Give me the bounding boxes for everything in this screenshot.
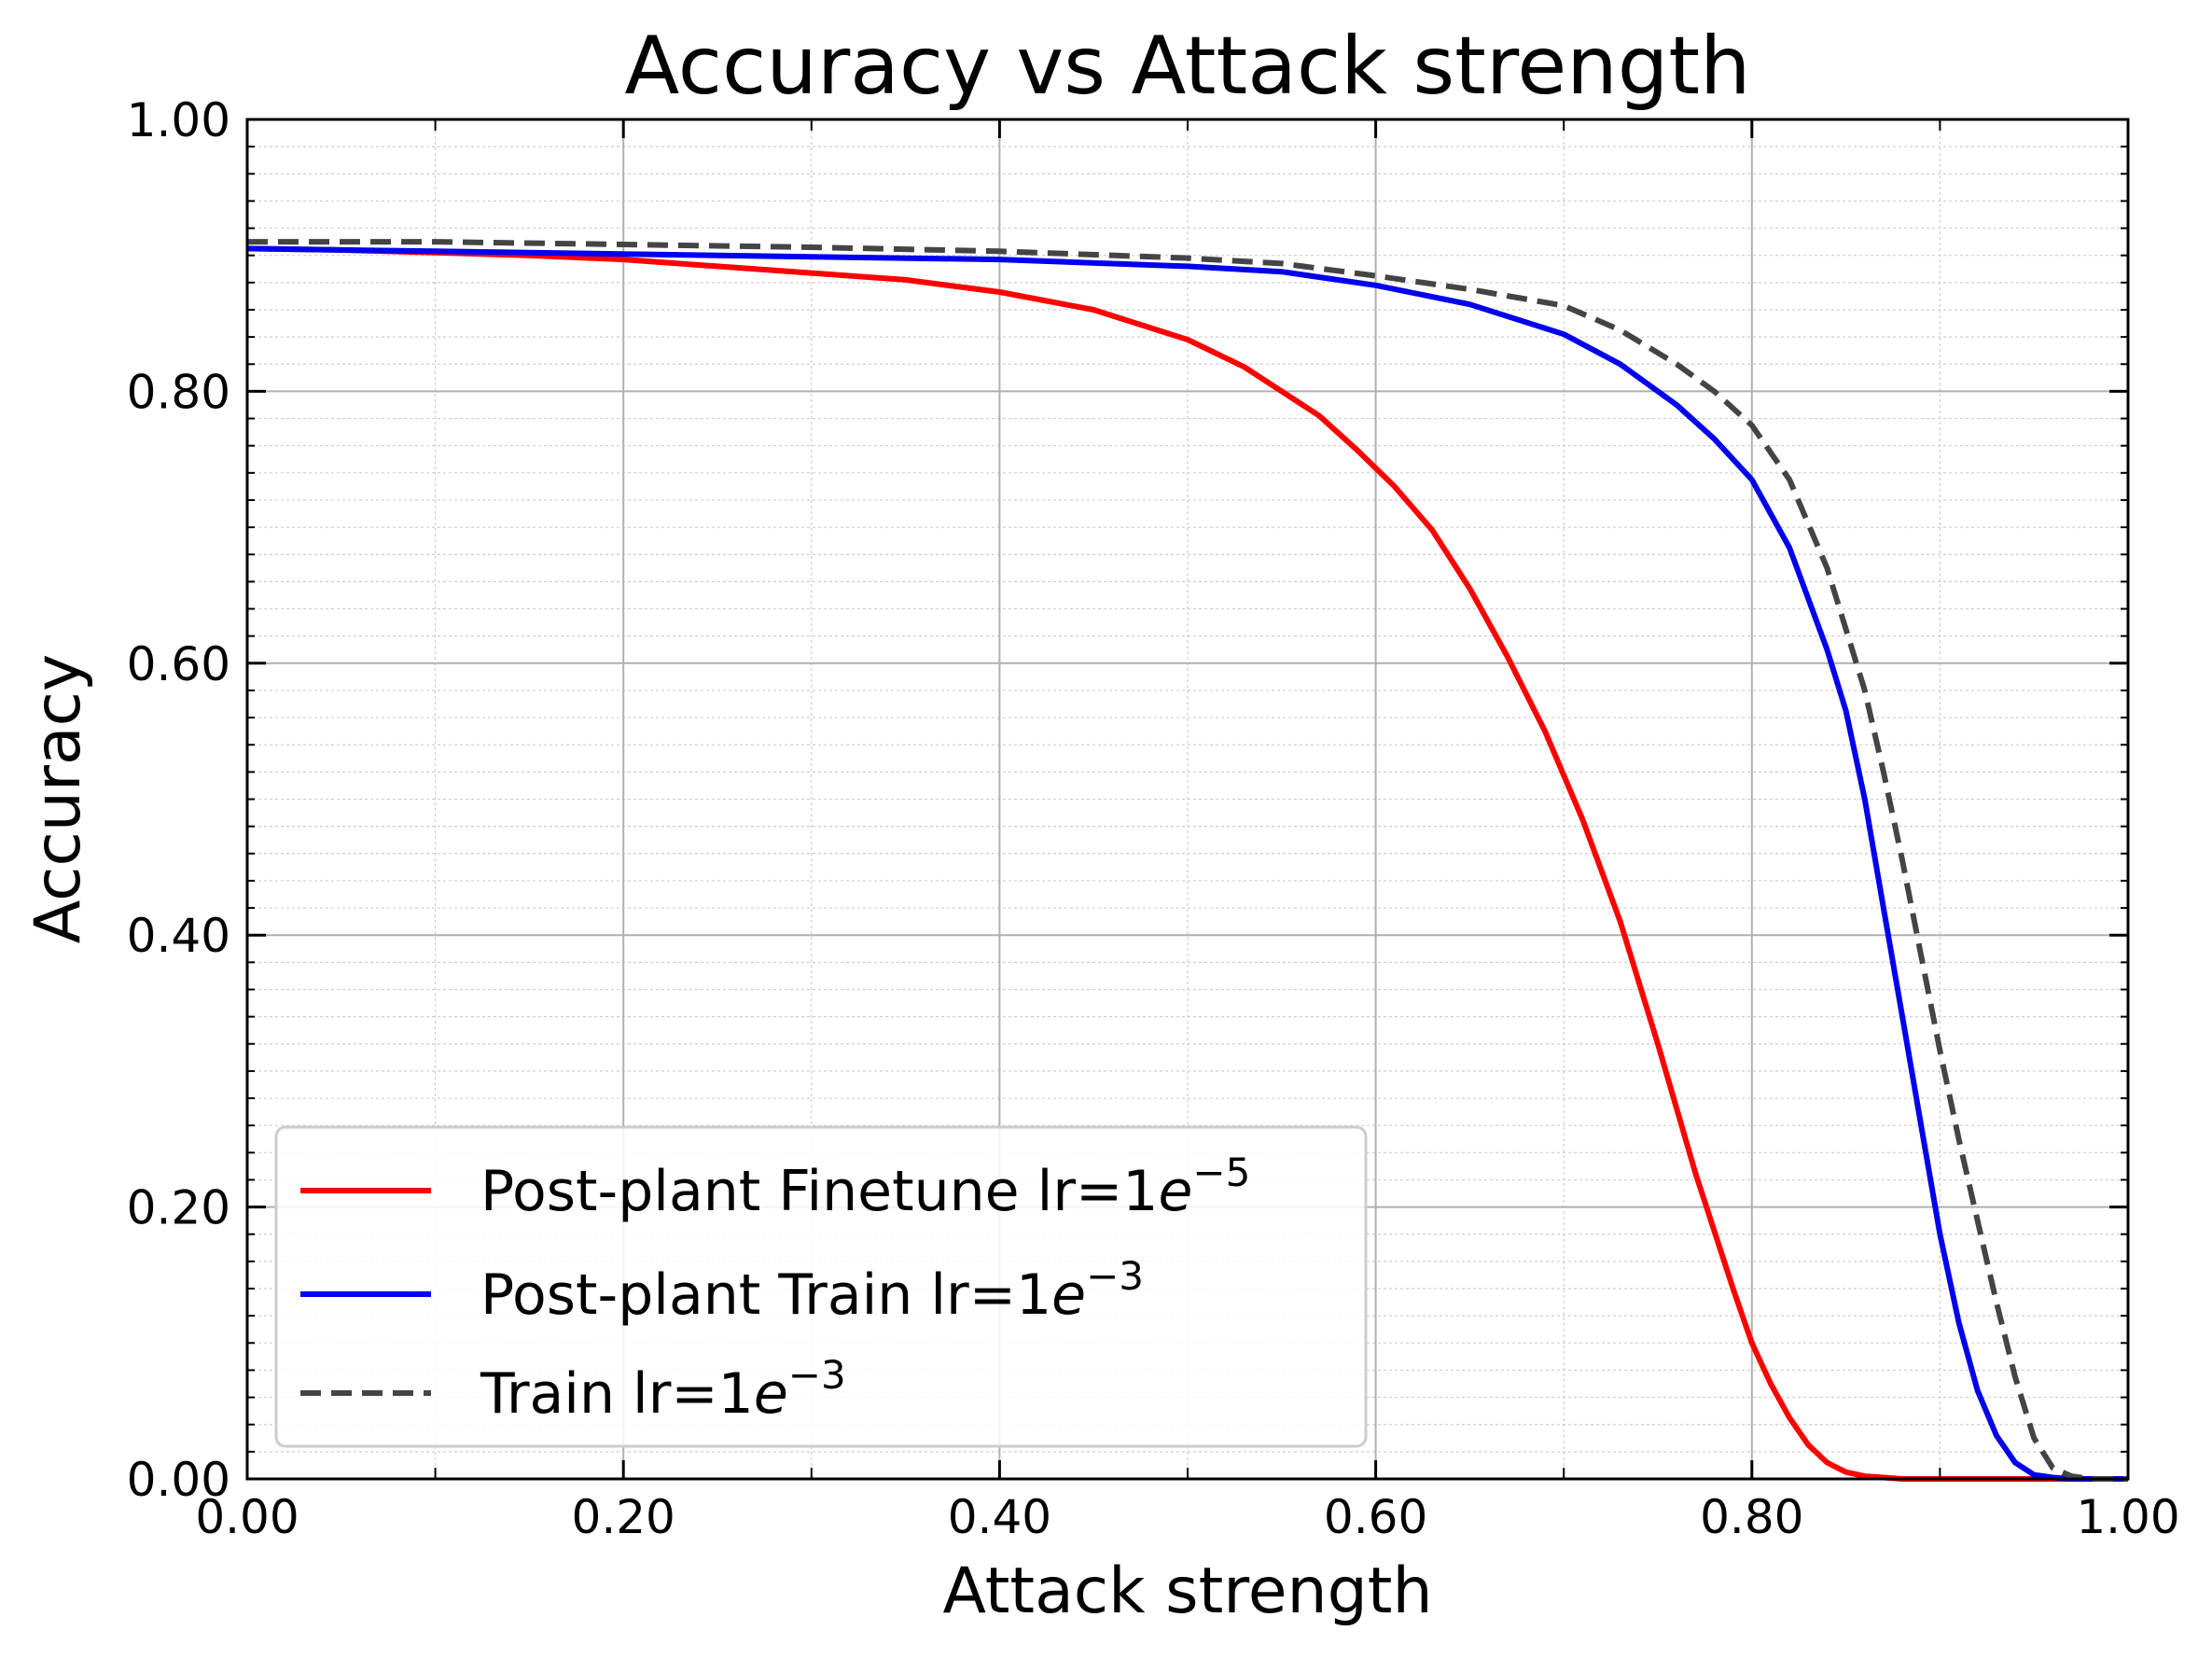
legend-label-2: Post-plant Train lr=1e−3 <box>480 1253 1144 1328</box>
x-axis-title: Attack strength <box>942 1554 1432 1628</box>
axis-ticks <box>245 118 2130 1481</box>
series-lines <box>246 239 2128 1482</box>
y-tick-label: 0.00 <box>127 1453 230 1507</box>
x-tick-label: 0.80 <box>1700 1490 1803 1544</box>
legend: Post-plant Finetune lr=1e−5 Post-plant Tr… <box>274 1125 1368 1448</box>
series-line-3 <box>247 239 2128 1482</box>
legend-label-1: Post-plant Finetune lr=1e−5 <box>480 1150 1250 1224</box>
series-line-1 <box>246 245 2128 1482</box>
y-tick-label: 0.40 <box>127 909 230 963</box>
y-tick-label: 0.80 <box>127 365 230 419</box>
series-line-2 <box>246 245 2128 1482</box>
y-axis-title: Accuracy <box>21 654 95 943</box>
chart-title: Accuracy vs Attack strength <box>624 20 1750 113</box>
y-tick-label: 0.60 <box>127 637 230 691</box>
x-tick-label: 0.00 <box>195 1490 299 1544</box>
legend-box <box>274 1125 1368 1448</box>
tick-labels: 0.00 0.20 0.40 0.60 0.80 1.00 0.00 0.20 0.40 0.60… <box>127 93 2180 1544</box>
y-tick-label: 1.00 <box>127 93 230 147</box>
x-tick-label: 0.20 <box>572 1490 675 1544</box>
x-tick-label: 1.00 <box>2076 1490 2179 1544</box>
x-tick-label: 0.40 <box>948 1490 1051 1544</box>
legend-label-3: Train lr=1e−3 <box>480 1352 846 1427</box>
y-tick-label: 0.20 <box>127 1181 230 1235</box>
x-tick-label: 0.60 <box>1324 1490 1427 1544</box>
legend-entries: Post-plant Finetune lr=1e−5 Post-plant Tr… <box>300 1150 1250 1427</box>
